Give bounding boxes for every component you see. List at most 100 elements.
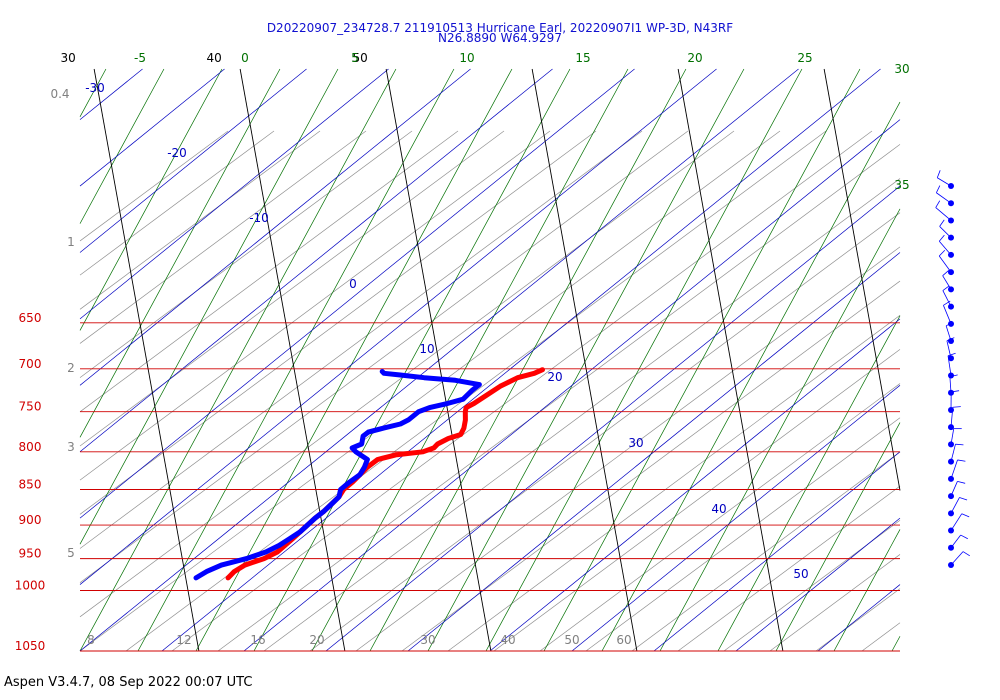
moist-adiabat-line bbox=[493, 349, 901, 652]
moist-adiabat-line bbox=[79, 130, 643, 549]
wind-barb-staff bbox=[950, 551, 964, 566]
wind-barb-staff bbox=[950, 444, 956, 462]
mixing-ratio-line bbox=[195, 68, 513, 652]
bottom-scale-label: 20 bbox=[309, 633, 324, 647]
wind-barb-staff bbox=[945, 325, 952, 342]
moist-adiabat-line bbox=[769, 554, 901, 652]
mixing-ratio-line bbox=[717, 315, 901, 652]
dry-adiabat-line bbox=[79, 68, 389, 320]
dry-adiabat-line bbox=[79, 68, 553, 453]
mixing-ratio-line bbox=[79, 68, 107, 117]
moist-adiabat-line bbox=[79, 130, 689, 583]
left-scale-label: 5 bbox=[67, 546, 75, 560]
bottom-scale-label: 60 bbox=[616, 633, 631, 647]
dry-adiabats bbox=[79, 68, 901, 652]
mixing-ratio-line bbox=[311, 68, 629, 652]
bottom-scale-label: 40 bbox=[500, 633, 515, 647]
dry-adiabat-label: 40 bbox=[711, 502, 726, 516]
dry-adiabat-label: 0 bbox=[349, 277, 357, 291]
dry-adiabat-line bbox=[735, 517, 901, 652]
left-scale-label: 2 bbox=[67, 361, 75, 375]
bottom-scale-label: 16 bbox=[250, 633, 265, 647]
mixing-ratio-line bbox=[79, 68, 339, 545]
wind-barb-staff bbox=[942, 290, 952, 307]
dry-adiabat-line bbox=[79, 68, 635, 519]
moist-adiabat-line bbox=[79, 130, 459, 413]
moist-adiabat-line bbox=[79, 130, 551, 481]
wind-barb-flag bbox=[946, 337, 955, 342]
wind-barb-flag bbox=[952, 406, 961, 408]
isotherm-line bbox=[823, 68, 901, 491]
dry-adiabat-label: 50 bbox=[793, 567, 808, 581]
mixing-ratio-label: 30 bbox=[894, 62, 909, 76]
wind-barb-flag bbox=[949, 374, 958, 378]
mixing-ratio-line bbox=[659, 208, 901, 652]
mixing-ratio-label: 0 bbox=[241, 51, 249, 65]
wind-barb-flag bbox=[957, 459, 966, 462]
moist-adiabat-line bbox=[79, 130, 413, 378]
mixing-ratio-label: 20 bbox=[687, 51, 702, 65]
pressure-label: 900 bbox=[19, 513, 42, 527]
wind-barb-flag bbox=[957, 481, 966, 484]
pressure-label: 750 bbox=[19, 400, 42, 414]
wind-barb-flag bbox=[938, 234, 945, 242]
moist-adiabat-line bbox=[171, 130, 873, 652]
wind-barb-flag bbox=[939, 219, 945, 227]
moist-adiabat-line bbox=[263, 178, 901, 652]
chart-title: D20220907_234728.7 211910513 Hurricane E… bbox=[266, 21, 734, 35]
left-scale-label: 0.4 bbox=[50, 87, 69, 101]
bottom-scale-label: 30 bbox=[420, 633, 435, 647]
wind-barb-flag bbox=[942, 270, 949, 277]
wind-barb-flag bbox=[959, 497, 968, 501]
dry-adiabat-line bbox=[79, 68, 799, 652]
moist-adiabat-line bbox=[539, 383, 901, 652]
sounding-traces bbox=[193, 367, 545, 581]
isotherm-line bbox=[239, 68, 346, 652]
mixing-ratio-line bbox=[253, 68, 571, 652]
chart-subtitle: N26.8890 W64.9297 bbox=[438, 31, 562, 45]
pressure-label: 700 bbox=[19, 357, 42, 371]
pressure-label: 850 bbox=[19, 478, 42, 492]
wind-barb-staff bbox=[950, 534, 962, 549]
moist-adiabat-line bbox=[79, 130, 505, 447]
dry-adiabat-line bbox=[817, 584, 901, 652]
footer-version-text: Aspen V3.4.7, 08 Sep 2022 00:07 UTC bbox=[4, 675, 253, 690]
dry-adiabat-line bbox=[161, 68, 881, 652]
pressure-label: 950 bbox=[19, 547, 42, 561]
left-scale-label: 3 bbox=[67, 440, 75, 454]
wind-barb-staff bbox=[942, 275, 952, 290]
isotherm-line bbox=[531, 68, 638, 652]
wind-barb-flag bbox=[938, 249, 946, 257]
pressure-label: 650 bbox=[19, 311, 42, 325]
dry-adiabat-line bbox=[79, 68, 471, 386]
wind-barb-staff bbox=[949, 376, 952, 393]
wind-barb-staff bbox=[937, 177, 952, 187]
wind-barbs bbox=[935, 170, 971, 568]
dry-adiabat-line bbox=[325, 185, 901, 652]
mixing-ratio-line bbox=[369, 68, 687, 652]
moist-adiabat-line bbox=[447, 314, 901, 652]
wind-barb-staff bbox=[936, 192, 952, 204]
wind-barb-staff bbox=[950, 497, 960, 514]
wind-barb-flag bbox=[955, 443, 964, 446]
mixing-ratio-lines bbox=[79, 68, 901, 652]
dry-adiabat-line bbox=[571, 385, 901, 652]
dry-adiabat-label: 20 bbox=[547, 370, 562, 384]
wind-barb-staff bbox=[943, 305, 952, 324]
wind-barb-flag bbox=[936, 170, 941, 178]
mixing-ratio-label: 5 bbox=[351, 51, 359, 65]
wind-barb-flag bbox=[945, 321, 954, 327]
mixing-ratio-line bbox=[79, 68, 165, 224]
mixing-ratio-line bbox=[775, 422, 901, 652]
isotherm-line bbox=[385, 68, 492, 652]
dry-adiabat-line bbox=[79, 68, 143, 120]
moist-adiabat-line bbox=[585, 417, 901, 652]
wind-barb-staff bbox=[950, 481, 958, 497]
isotherm-label: 40 bbox=[206, 51, 221, 65]
wind-barb-staff bbox=[938, 240, 952, 256]
left-scale-label: 1 bbox=[67, 235, 75, 249]
mixing-ratio-line bbox=[79, 68, 223, 331]
wind-barb-flag bbox=[947, 352, 956, 357]
mixing-ratio-line bbox=[543, 68, 861, 652]
